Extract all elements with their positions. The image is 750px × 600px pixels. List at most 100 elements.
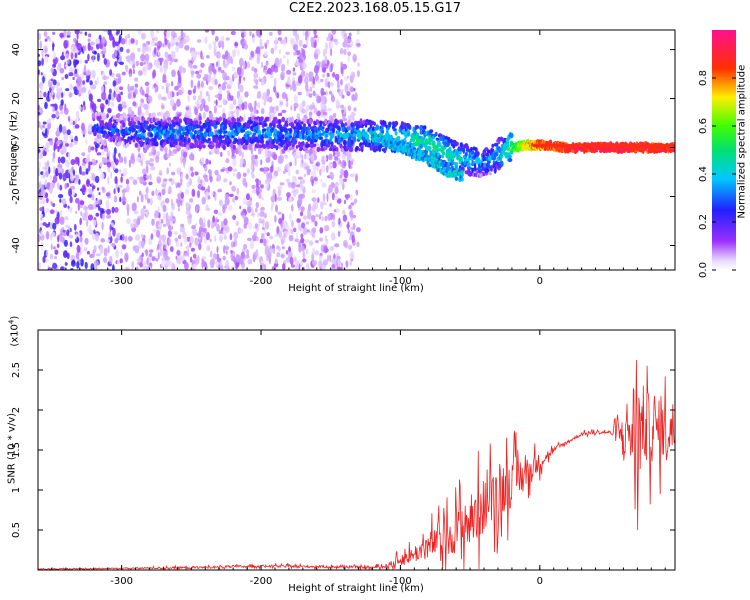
heatmap-cell bbox=[249, 131, 252, 136]
heatmap-cell bbox=[92, 55, 95, 63]
heatmap-cell bbox=[251, 66, 256, 72]
heatmap-cell bbox=[69, 66, 74, 74]
heatmap-cell bbox=[57, 147, 60, 153]
heatmap-cell bbox=[293, 51, 297, 56]
heatmap-cell bbox=[100, 238, 105, 243]
heatmap-cell bbox=[145, 42, 149, 49]
heatmap-cell bbox=[246, 61, 251, 69]
heatmap-cell bbox=[132, 137, 136, 143]
heatmap-cell bbox=[47, 123, 51, 130]
heatmap-cell bbox=[273, 78, 277, 87]
heatmap-cell bbox=[158, 169, 163, 176]
heatmap-cell bbox=[243, 76, 246, 81]
heatmap-cell bbox=[116, 232, 121, 240]
heatmap-cell bbox=[228, 78, 233, 87]
heatmap-cell bbox=[229, 103, 234, 111]
heatmap-cell bbox=[358, 148, 362, 152]
heatmap-cell bbox=[65, 159, 70, 168]
heatmap-cell bbox=[332, 112, 337, 119]
heatmap-cell bbox=[220, 260, 223, 267]
heatmap-cell bbox=[149, 158, 154, 163]
heatmap-cell bbox=[147, 95, 153, 104]
heatmap-cell bbox=[196, 204, 200, 210]
heatmap-cell bbox=[456, 141, 459, 146]
heatmap-cell bbox=[347, 55, 351, 63]
heatmap-cell bbox=[332, 160, 337, 169]
heatmap-cell bbox=[242, 172, 247, 177]
heatmap-cell bbox=[175, 145, 180, 149]
heatmap-cell bbox=[80, 72, 85, 80]
heatmap-cell bbox=[229, 233, 233, 241]
heatmap-cell bbox=[464, 152, 468, 157]
heatmap-cell bbox=[128, 176, 135, 180]
heatmap-cell bbox=[492, 160, 496, 164]
heatmap-cell bbox=[219, 199, 223, 207]
heatmap-cell bbox=[93, 229, 96, 235]
heatmap-cell bbox=[74, 52, 77, 59]
heatmap-cell bbox=[163, 178, 168, 182]
heatmap-cell bbox=[305, 82, 309, 92]
heatmap-cell bbox=[308, 118, 313, 125]
heatmap-cell bbox=[319, 123, 322, 127]
heatmap-cell bbox=[91, 193, 95, 201]
heatmap-cell bbox=[68, 92, 73, 98]
heatmap-cell bbox=[109, 32, 113, 41]
heatmap-cell bbox=[94, 143, 100, 149]
heatmap-cell bbox=[347, 244, 353, 250]
heatmap-cell bbox=[100, 85, 105, 93]
heatmap-cell bbox=[278, 136, 283, 140]
heatmap-cell bbox=[293, 94, 298, 104]
heatmap-cell bbox=[266, 116, 270, 122]
heatmap-cell bbox=[49, 181, 55, 189]
heatmap-cell bbox=[191, 225, 196, 230]
heatmap-cell bbox=[308, 123, 311, 128]
heatmap-cell bbox=[259, 139, 265, 144]
heatmap-cell bbox=[68, 169, 73, 174]
heatmap-cell bbox=[286, 58, 289, 66]
heatmap-cell bbox=[227, 204, 233, 211]
heatmap-cell bbox=[63, 39, 68, 49]
heatmap-cell bbox=[145, 124, 148, 129]
heatmap-cell bbox=[126, 48, 130, 54]
heatmap-cell bbox=[222, 72, 228, 81]
heatmap-cell bbox=[148, 46, 152, 53]
heatmap-cell bbox=[266, 177, 272, 183]
heatmap-cell bbox=[234, 42, 239, 47]
heatmap-cell bbox=[255, 121, 259, 127]
heatmap-cell bbox=[160, 110, 163, 119]
heatmap-cell bbox=[168, 119, 173, 123]
heatmap-cell bbox=[141, 214, 144, 220]
heatmap-cell bbox=[316, 95, 322, 104]
heatmap-cell bbox=[320, 96, 326, 105]
heatmap-cell bbox=[199, 103, 204, 112]
heatmap-cell bbox=[128, 39, 131, 46]
heatmap-cell bbox=[201, 233, 206, 238]
heatmap-cell bbox=[458, 151, 462, 155]
heatmap-cell bbox=[50, 243, 53, 251]
heatmap-cell bbox=[195, 101, 199, 106]
heatmap-cell bbox=[113, 147, 117, 156]
heatmap-cell bbox=[41, 85, 44, 91]
heatmap-cell bbox=[176, 182, 181, 188]
heatmap-cell bbox=[295, 260, 300, 270]
heatmap-cell bbox=[334, 196, 339, 201]
heatmap-cell bbox=[356, 241, 360, 248]
heatmap-cell bbox=[129, 85, 135, 91]
heatmap-cell bbox=[332, 38, 338, 42]
heatmap-cell bbox=[292, 67, 296, 72]
heatmap-cell bbox=[268, 235, 274, 240]
heatmap-cell bbox=[106, 239, 111, 243]
heatmap-cell bbox=[282, 263, 286, 270]
heatmap-cell bbox=[168, 178, 173, 182]
heatmap-cell bbox=[320, 178, 323, 183]
heatmap-cell bbox=[269, 136, 272, 142]
heatmap-cell bbox=[486, 152, 490, 158]
heatmap-cell bbox=[118, 36, 121, 45]
heatmap-cell bbox=[191, 153, 195, 161]
heatmap-cell bbox=[304, 76, 309, 85]
heatmap-cell bbox=[74, 124, 80, 129]
heatmap-cell bbox=[281, 72, 285, 76]
heatmap-cell bbox=[220, 151, 223, 157]
heatmap-cell bbox=[499, 136, 504, 142]
heatmap-cell bbox=[148, 152, 153, 157]
